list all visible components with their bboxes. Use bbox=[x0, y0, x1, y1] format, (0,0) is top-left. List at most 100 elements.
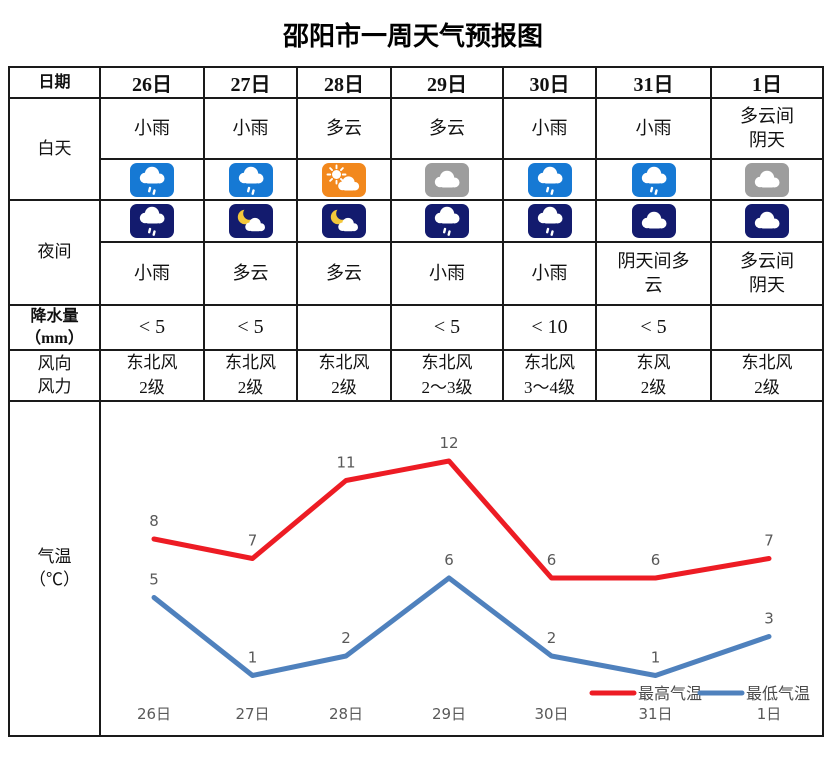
night-icon-cell bbox=[296, 199, 392, 243]
row-label-day: 白天 bbox=[8, 97, 101, 201]
night-icon-cell bbox=[203, 199, 298, 243]
wind-direction: 东风 bbox=[636, 353, 671, 373]
date-cell: 31日 bbox=[595, 66, 712, 99]
wind-label-line1: 风向 bbox=[37, 353, 72, 373]
night-icons-row: 夜间 bbox=[8, 199, 824, 306]
temp-label-line2: （℃） bbox=[29, 569, 80, 589]
temp-value-label: 6 bbox=[444, 551, 454, 569]
legend-high-label: 最高气温 bbox=[638, 685, 702, 703]
high-temp-line bbox=[151, 458, 772, 581]
day-weather-cell: 小雨 bbox=[99, 97, 205, 160]
day-weather-cell: 多云 bbox=[390, 97, 504, 160]
night-icon-cell bbox=[710, 199, 824, 243]
precipitation-cell: < 5 bbox=[595, 303, 712, 352]
temperature-chart-cell: 8 7 11 12 6 6 7 5 1 2 6 2 1 3 26日 27日 28日 29日 30日 31日 1日 最高气温… bbox=[99, 400, 824, 738]
cloud-night-icon bbox=[631, 204, 676, 238]
x-axis-label: 30日 bbox=[534, 705, 568, 723]
page-title: 邵阳市一周天气预报图 bbox=[282, 21, 543, 51]
day-icon-cell bbox=[595, 158, 712, 201]
night-weather-cell: 多云 bbox=[203, 241, 298, 306]
day-icon-cell bbox=[203, 158, 298, 201]
rain-day-icon bbox=[228, 162, 273, 197]
temp-label-line1: 气温 bbox=[37, 547, 72, 567]
row-label-date: 日期 bbox=[8, 66, 101, 99]
cloud-night-icon bbox=[745, 204, 789, 238]
day-icon-cell bbox=[390, 158, 504, 201]
rain-night-icon bbox=[527, 204, 572, 238]
wind-cell: 东北风 2级 bbox=[203, 349, 298, 403]
x-axis-label: 29日 bbox=[432, 705, 466, 723]
moon-cloud-night-icon bbox=[228, 204, 273, 238]
precipitation-cell: < 5 bbox=[203, 303, 298, 352]
x-axis-label: 28日 bbox=[329, 705, 363, 723]
temp-value-label: 11 bbox=[336, 454, 355, 472]
night-weather-cell: 小雨 bbox=[99, 241, 205, 306]
date-cell: 1日 bbox=[710, 66, 824, 99]
night-weather-cell: 小雨 bbox=[390, 241, 504, 306]
wind-direction: 东北风 bbox=[741, 353, 793, 373]
temp-value-label: 1 bbox=[651, 649, 661, 667]
day-icon-cell bbox=[296, 158, 392, 201]
temp-value-label: 6 bbox=[651, 551, 661, 569]
night-weather-cell: 多云 bbox=[296, 241, 392, 306]
rain-day-icon bbox=[527, 162, 572, 197]
night-icon-cell bbox=[99, 199, 205, 243]
night-icon-cell bbox=[595, 199, 712, 243]
day-weather-cell: 多云间 阴天 bbox=[710, 97, 824, 160]
temp-value-label: 7 bbox=[764, 532, 774, 550]
row-label-precipitation: 降水量 （mm） bbox=[8, 303, 101, 352]
low-temp-line bbox=[151, 575, 772, 679]
sun-cloud-day-icon bbox=[322, 162, 366, 197]
day-icon-cell bbox=[502, 158, 597, 201]
day-weather-cell: 小雨 bbox=[595, 97, 712, 160]
precip-label-line1: 降水量 bbox=[30, 308, 79, 325]
date-cell: 30日 bbox=[502, 66, 597, 99]
wind-label-line2: 风力 bbox=[37, 376, 72, 396]
wind-cell: 东北风 2级 bbox=[296, 349, 392, 403]
wind-row: 风向 风力 东北风 2级 东北风 2级 东北风 2级 东北风 2～3级 东北风 3～4级 东风 2级东… bbox=[8, 349, 824, 403]
x-axis-label: 26日 bbox=[137, 705, 171, 723]
temperature-row: 气温 （℃） 8 7 11 12 6 6 7 5 1 2 6 2 1 3 26日 27日 28日 29日 30日 31… bbox=[8, 400, 824, 738]
temp-value-label: 8 bbox=[149, 512, 159, 530]
overcast-day-icon bbox=[425, 162, 469, 197]
wind-force: 3～4级 bbox=[524, 377, 575, 397]
row-label-temperature: 气温 （℃） bbox=[8, 400, 101, 738]
precipitation-cell bbox=[710, 303, 824, 352]
precipitation-cell: < 5 bbox=[390, 303, 504, 352]
date-cell: 26日 bbox=[99, 66, 205, 99]
day-weather-cell: 多云 bbox=[296, 97, 392, 160]
temp-value-label: 7 bbox=[248, 532, 258, 550]
precipitation-cell: < 5 bbox=[99, 303, 205, 352]
wind-force: 2级 bbox=[237, 377, 264, 397]
temp-value-label: 1 bbox=[248, 649, 258, 667]
rain-night-icon bbox=[130, 204, 174, 238]
night-icon-cell bbox=[502, 199, 597, 243]
day-icon-cell bbox=[710, 158, 824, 201]
precipitation-cell: < 10 bbox=[502, 303, 597, 352]
precip-label-line2: （mm） bbox=[25, 329, 84, 347]
date-cell: 29日 bbox=[390, 66, 504, 99]
temp-value-label: 3 bbox=[764, 610, 774, 628]
wind-direction: 东北风 bbox=[126, 353, 178, 373]
wind-cell: 东北风 2级 bbox=[99, 349, 205, 403]
night-weather-cell: 多云间 阴天 bbox=[710, 241, 824, 306]
wind-direction: 东北风 bbox=[524, 353, 575, 373]
temp-value-label: 12 bbox=[439, 434, 458, 452]
wind-cell: 东风 2级 bbox=[595, 349, 712, 403]
wind-cell: 东北风 3～4级 bbox=[502, 349, 597, 403]
day-weather-cell: 小雨 bbox=[203, 97, 298, 160]
x-axis-label: 31日 bbox=[638, 705, 672, 723]
temp-value-label: 6 bbox=[547, 551, 557, 569]
day-icons-row bbox=[9, 158, 824, 201]
temp-value-label: 2 bbox=[547, 629, 557, 647]
date-row: 日期 26日 27日 28日 29日 30日 31日 1日 bbox=[8, 66, 824, 99]
wind-cell: 东北风 2级 bbox=[710, 349, 824, 403]
row-label-night: 夜间 bbox=[8, 199, 101, 306]
night-weather-cell: 阴天间多 云 bbox=[595, 241, 712, 306]
temp-value-label: 2 bbox=[341, 629, 351, 647]
wind-force: 2～3级 bbox=[421, 377, 473, 397]
wind-force: 2级 bbox=[331, 377, 357, 397]
wind-force: 2级 bbox=[640, 377, 667, 397]
rain-day-icon bbox=[130, 162, 174, 197]
wind-direction: 东北风 bbox=[318, 353, 370, 373]
